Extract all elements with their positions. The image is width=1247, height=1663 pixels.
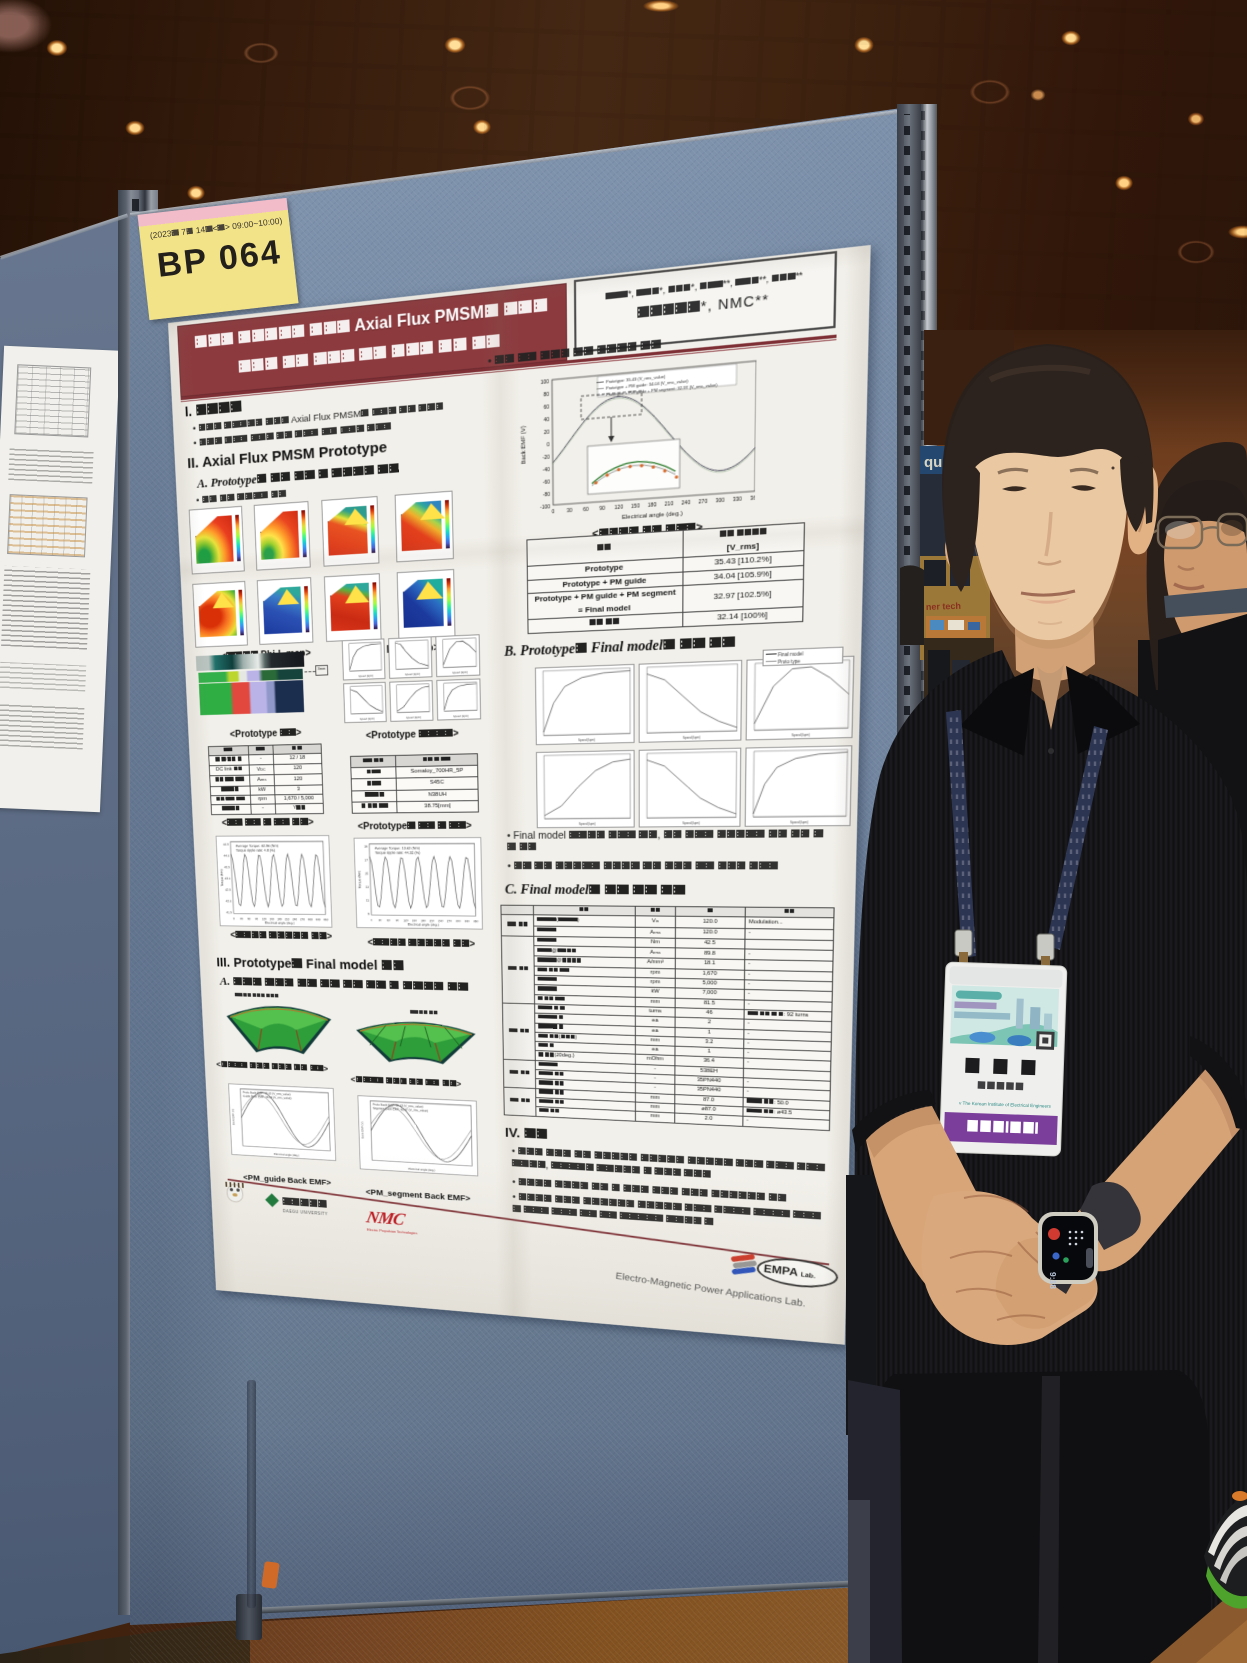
svg-text:240: 240 [292, 917, 297, 921]
svg-text:120: 120 [614, 504, 623, 511]
svg-text:360: 360 [323, 918, 328, 922]
svg-text:150: 150 [631, 503, 640, 510]
svg-text:150: 150 [412, 919, 417, 923]
svg-text:60: 60 [247, 917, 250, 921]
svg-text:180: 180 [277, 917, 282, 921]
svg-text:Average Torque: 13.62 (Nm): Average Torque: 13.62 (Nm) [375, 846, 421, 850]
svg-text:-100: -100 [540, 504, 550, 511]
svg-text:30: 30 [567, 508, 573, 515]
svg-text:0: 0 [233, 917, 235, 921]
svg-text:100: 100 [540, 379, 549, 386]
svg-text:330: 330 [465, 919, 470, 923]
svg-text:20: 20 [544, 429, 550, 436]
svg-text:-80: -80 [543, 492, 551, 499]
svg-text:270: 270 [447, 919, 452, 923]
svg-text:80: 80 [543, 391, 549, 398]
svg-text:Speed (kpm): Speed (kpm) [683, 735, 700, 740]
svg-text:Segment Back EMF: 32.97 (V_rms: Segment Back EMF: 32.97 (V_rms_value) [373, 1106, 428, 1112]
svg-text:0: 0 [371, 918, 373, 922]
svg-text:270: 270 [300, 917, 305, 921]
svg-text:210: 210 [285, 917, 290, 921]
svg-text:Speed (kpm): Speed (kpm) [579, 822, 596, 826]
svg-text:Back EMF (V): Back EMF (V) [360, 1122, 364, 1139]
svg-text:Guide Back EMF: 34.04 (V_rms_v: Guide Back EMF: 34.04 (V_rms_value) [243, 1094, 292, 1100]
svg-text:Electrical angle (deg.): Electrical angle (deg.) [265, 921, 295, 925]
svg-text:Speed (kpm): Speed (kpm) [683, 821, 700, 825]
svg-text:Torque ripple rate: 4.8 (%): Torque ripple rate: 4.8 (%) [236, 849, 276, 853]
svg-text:Speed (kpm): Speed (kpm) [578, 738, 595, 743]
svg-text:0: 0 [547, 442, 550, 449]
svg-text:42.0: 42.0 [226, 899, 232, 903]
svg-text:30: 30 [378, 918, 382, 922]
svg-text:90: 90 [396, 918, 400, 922]
svg-text:9:18: 9:18 [1048, 1272, 1058, 1289]
svg-text:Speed (kpm): Speed (kpm) [406, 715, 421, 719]
svg-text:Speed (kpm): Speed (kpm) [792, 733, 810, 738]
svg-text:180: 180 [421, 919, 426, 923]
svg-text:Prototype + PM guide: 34.04 (V: Prototype + PM guide: 34.04 (V_rms_value… [606, 379, 689, 391]
svg-text:0: 0 [552, 509, 555, 516]
svg-text:90: 90 [255, 917, 258, 921]
svg-text:19: 19 [364, 845, 368, 849]
svg-text:Electrical angle (deg.): Electrical angle (deg.) [274, 1152, 300, 1157]
svg-text:240: 240 [438, 919, 443, 923]
svg-text:30: 30 [240, 917, 243, 921]
svg-text:360: 360 [750, 495, 756, 502]
svg-text:41.5: 41.5 [226, 911, 232, 915]
svg-text:Torque ripple rate: 44.32 (%): Torque ripple rate: 44.32 (%) [375, 851, 421, 855]
svg-text:90: 90 [599, 505, 605, 512]
svg-text:180: 180 [648, 502, 657, 509]
svg-text:240: 240 [682, 500, 691, 507]
svg-text:Proto Back EMF: 35.43 (V_rms_v: Proto Back EMF: 35.43 (V_rms_value) [373, 1103, 423, 1109]
svg-text:300: 300 [716, 497, 725, 504]
svg-text:Speed (kpm): Speed (kpm) [360, 717, 375, 721]
svg-text:44.0: 44.0 [224, 854, 230, 858]
svg-text:330: 330 [316, 918, 321, 922]
svg-text:17: 17 [364, 858, 368, 862]
svg-text:Torque (Nm): Torque (Nm) [357, 871, 361, 889]
svg-text:Electrical angle (deg.): Electrical angle (deg.) [408, 923, 439, 927]
svg-text:300: 300 [308, 918, 313, 922]
svg-text:13: 13 [365, 885, 369, 889]
svg-text:15: 15 [365, 872, 369, 876]
svg-text:Average Torque: 42.96 (Nm): Average Torque: 42.96 (Nm) [236, 844, 279, 848]
svg-text:42.5: 42.5 [225, 888, 231, 892]
svg-text:120: 120 [262, 917, 267, 921]
svg-text:ner tech: ner tech [926, 601, 961, 612]
svg-text:Speed (kpm): Speed (kpm) [453, 714, 469, 718]
svg-text:11: 11 [366, 899, 369, 903]
svg-text:300: 300 [456, 919, 461, 923]
svg-text:Proto Back EMF: 35.43 (V_rms_v: Proto Back EMF: 35.43 (V_rms_value) [243, 1090, 291, 1096]
svg-text:-60: -60 [543, 479, 551, 486]
svg-text:40: 40 [544, 417, 550, 424]
svg-text:9: 9 [368, 912, 370, 916]
svg-text:270: 270 [699, 498, 708, 505]
svg-text:Back EMF (V): Back EMF (V) [521, 425, 528, 464]
svg-text:330: 330 [733, 496, 742, 503]
svg-text:Prototype: 35.43 (V_rms_value): Prototype: 35.43 (V_rms_value) [606, 375, 666, 385]
svg-text:v The Korean Institute of Elec: v The Korean Institute of Electrical Eng… [959, 1101, 1052, 1109]
svg-text:Speed (kpm): Speed (kpm) [790, 820, 808, 824]
svg-text:60: 60 [583, 506, 589, 513]
svg-text:150: 150 [269, 917, 274, 921]
svg-text:43.0: 43.0 [225, 877, 231, 881]
svg-text:-20: -20 [542, 454, 550, 461]
svg-text:Torque (Nm): Torque (Nm) [220, 869, 224, 886]
svg-text:Electrical angle (deg.): Electrical angle (deg.) [622, 511, 683, 522]
svg-text:-40: -40 [542, 467, 550, 474]
svg-text:Electrical angle (deg.): Electrical angle (deg.) [408, 1167, 435, 1172]
svg-text:Speed (kpm): Speed (kpm) [358, 674, 373, 679]
svg-text:Speed (kpm): Speed (kpm) [452, 670, 468, 675]
svg-text:360: 360 [473, 919, 478, 923]
svg-text:210: 210 [429, 919, 434, 923]
svg-text:44.5: 44.5 [223, 843, 229, 847]
svg-text:210: 210 [665, 501, 674, 508]
svg-text:60: 60 [387, 918, 391, 922]
svg-text:60: 60 [543, 404, 549, 411]
svg-text:120: 120 [403, 919, 408, 923]
svg-text:Speed (kpm): Speed (kpm) [405, 672, 421, 677]
svg-text:Back EMF (V): Back EMF (V) [231, 1109, 235, 1125]
svg-text:43.5: 43.5 [224, 865, 230, 869]
